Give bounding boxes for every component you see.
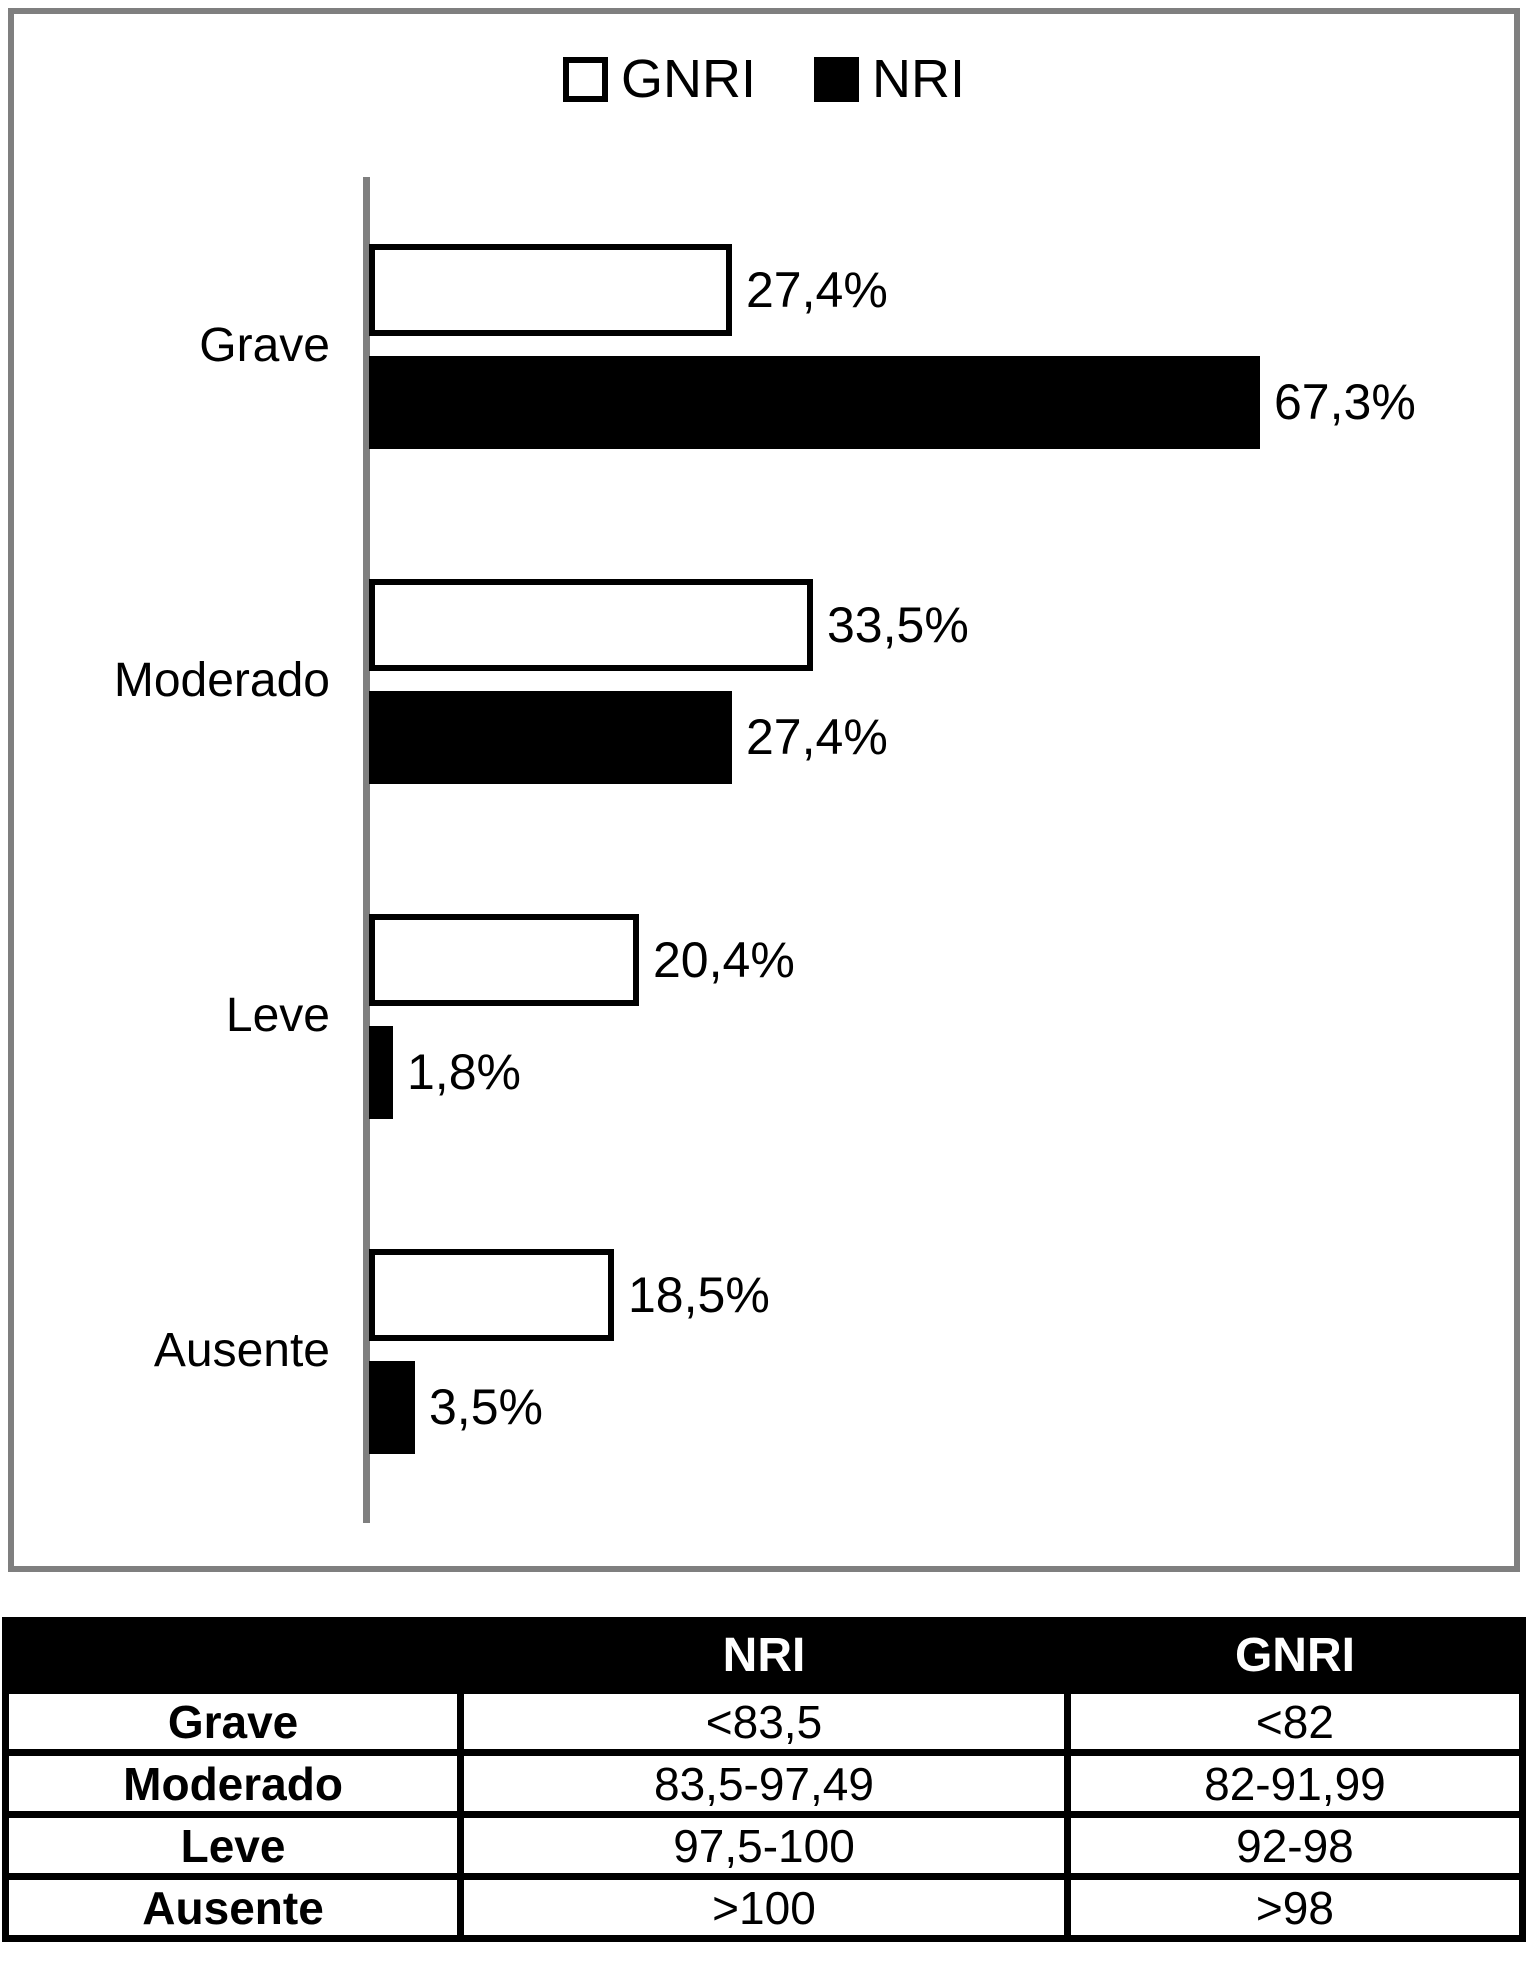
table-value-moderado-gnri: 82-91,99 — [1063, 1749, 1527, 1818]
legend-item-gnri: GNRI — [563, 52, 756, 106]
category-label-ausente: Ausente — [153, 1324, 330, 1377]
legend-nri-swatch-icon — [814, 56, 859, 102]
bar-nri-ausente — [369, 1361, 415, 1454]
bar-gnri-grave — [369, 244, 732, 336]
value-label-nri-ausente: 3,5% — [429, 1379, 543, 1435]
category-label-leve: Leve — [225, 989, 330, 1042]
table-header-gnri: GNRI — [1063, 1617, 1527, 1694]
table-value-grave-nri: <83,5 — [457, 1687, 1071, 1756]
legend-nri-label: NRI — [872, 49, 965, 109]
classification-table-body: Grave <83,5 <82 Moderado 83,5-97,49 82-91,99 L… — [1, 1687, 1527, 1942]
table-value-leve-gnri: 92-98 — [1063, 1811, 1527, 1880]
y-axis-line — [363, 177, 370, 1523]
table-value-grave-gnri: <82 — [1063, 1687, 1527, 1756]
bar-gnri-moderado — [369, 579, 813, 671]
classification-table: NRI GNRI Grave <83,5 <82 Moderado 83,5-97,49 8… — [1, 1617, 1527, 1942]
value-label-nri-moderado: 27,4% — [746, 709, 888, 765]
legend-item-nri: NRI — [814, 52, 965, 106]
table-row-leve: Leve 97,5-100 92-98 — [1, 1811, 1527, 1880]
bar-nri-leve — [369, 1026, 393, 1119]
category-label-grave: Grave — [199, 319, 330, 372]
legend-gnri-label: GNRI — [621, 49, 756, 109]
table-row-moderado: Moderado 83,5-97,49 82-91,99 — [1, 1749, 1527, 1818]
value-label-gnri-leve: 20,4% — [653, 932, 795, 988]
chart-panel: GNRI NRI Grave 27,4% 67,3% Moderado 33,5% 27,… — [8, 8, 1520, 1572]
bar-nri-moderado — [369, 691, 732, 784]
value-label-nri-leve: 1,8% — [407, 1044, 521, 1100]
value-label-gnri-moderado: 33,5% — [827, 597, 969, 653]
value-label-gnri-grave: 27,4% — [746, 262, 888, 318]
table-category-leve: Leve — [1, 1811, 465, 1880]
table-header-nri: NRI — [457, 1617, 1071, 1694]
table-value-leve-nri: 97,5-100 — [457, 1811, 1071, 1880]
bar-gnri-leve — [369, 914, 639, 1006]
table-header-row: NRI GNRI — [1, 1617, 1527, 1694]
classification-table-head: NRI GNRI — [1, 1617, 1527, 1694]
chart-legend: GNRI NRI — [14, 52, 1514, 106]
table-value-ausente-gnri: >98 — [1063, 1873, 1527, 1942]
bar-nri-grave — [369, 356, 1260, 449]
table-header-blank — [1, 1617, 465, 1694]
category-label-moderado: Moderado — [113, 654, 330, 707]
legend-gnri-swatch-icon — [563, 56, 608, 102]
bar-gnri-ausente — [369, 1249, 614, 1341]
table-row-ausente: Ausente >100 >98 — [1, 1873, 1527, 1942]
table-category-moderado: Moderado — [1, 1749, 465, 1818]
value-label-nri-grave: 67,3% — [1274, 374, 1416, 430]
table-category-grave: Grave — [1, 1687, 465, 1756]
table-value-ausente-nri: >100 — [457, 1873, 1071, 1942]
table-category-ausente: Ausente — [1, 1873, 465, 1942]
table-row-grave: Grave <83,5 <82 — [1, 1687, 1527, 1756]
value-label-gnri-ausente: 18,5% — [628, 1267, 770, 1323]
table-value-moderado-nri: 83,5-97,49 — [457, 1749, 1071, 1818]
